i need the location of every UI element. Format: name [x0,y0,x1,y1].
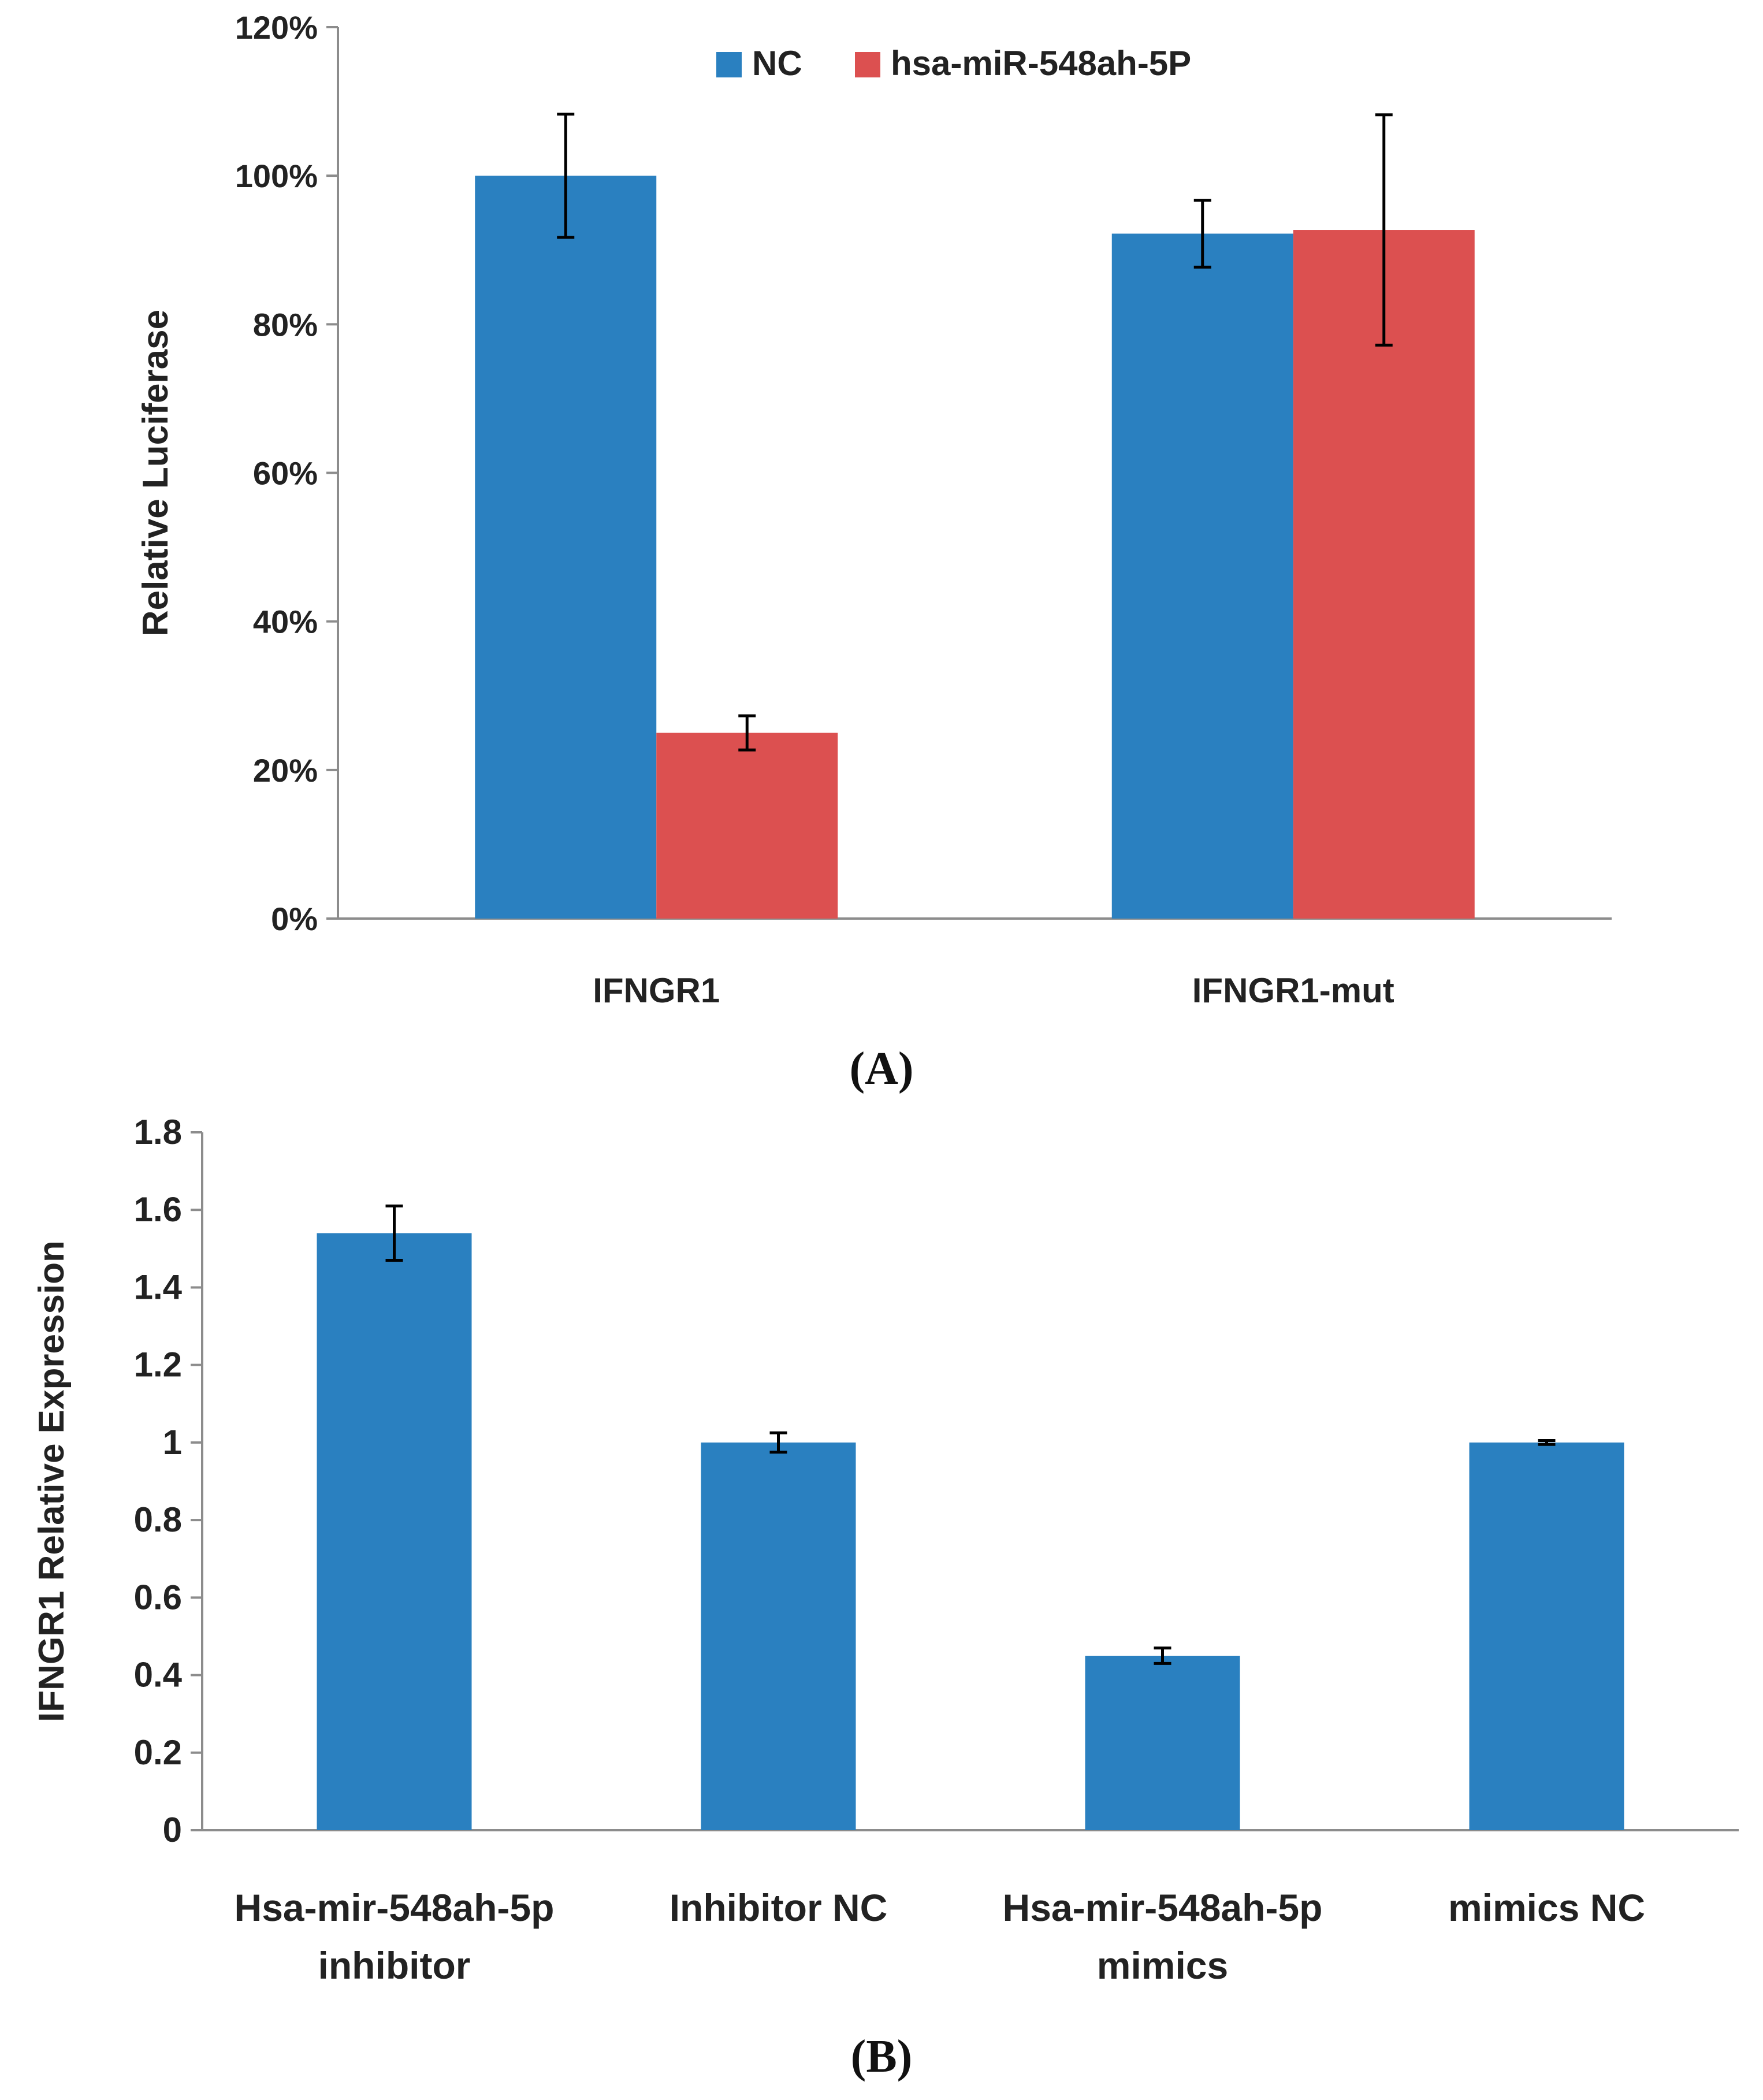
bar-0-1 [701,1442,856,1830]
x-tick-label: IFNGR1 [593,971,720,1010]
y-tick-label: 0.6 [134,1578,182,1616]
y-axis-title: IFNGR1 Relative Expression [32,1240,72,1722]
bar-0-3 [1469,1442,1624,1830]
panel-label-a: (A) [849,1043,914,1094]
y-tick-label: 0.4 [134,1656,183,1694]
x-tick-label: Hsa-mir-548ah-5p [235,1886,555,1929]
bar-0-1 [1111,233,1293,919]
y-tick-label: 0.8 [134,1500,182,1539]
y-tick-label: 1.8 [134,1113,182,1151]
y-tick-label: 20% [253,752,318,789]
x-tick-label: inhibitor [318,1944,471,1987]
bar-0-0 [475,176,657,919]
y-tick-label: 60% [253,455,318,492]
legend-label-0: NC [752,44,802,83]
y-tick-label: 0.2 [134,1733,182,1772]
y-axis-title: Relative Luciferase [136,310,176,636]
y-tick-label: 1.4 [134,1268,183,1306]
x-tick-label: IFNGR1-mut [1192,971,1394,1010]
bar-0-0 [317,1233,472,1830]
y-tick-label: 100% [235,158,318,194]
y-tick-label: 120% [235,9,318,46]
y-tick-label: 1.2 [134,1346,182,1384]
y-tick-label: 40% [253,604,318,640]
x-tick-label: mimics NC [1448,1886,1645,1929]
bar-1-0 [656,733,838,919]
chart-b: 0 0.2 0.4 0.6 0.8 1 1.2 1.4 1.6 1.8 IFNGR1 Relativ… [32,1113,1739,1987]
chart-a: 0% 20% 40% 60% 80% 100% 120% Relative Luciferas… [136,9,1612,1010]
y-tick-label: 80% [253,306,318,343]
legend-label-1: hsa-miR-548ah-5P [891,44,1191,83]
legend-swatch-1 [855,52,880,77]
y-tick-label: 0% [271,901,318,937]
legend-swatch-0 [716,52,742,77]
y-tick-label: 1.6 [134,1190,182,1229]
x-tick-label: Hsa-mir-548ah-5p [1003,1886,1323,1929]
bar-0-2 [1085,1656,1240,1830]
y-tick-label: 1 [163,1423,182,1462]
x-tick-label: Inhibitor NC [670,1886,888,1929]
x-tick-label: mimics [1097,1944,1228,1987]
panel-label-b: (B) [850,2031,913,2082]
y-tick-label: 0 [163,1811,182,1849]
